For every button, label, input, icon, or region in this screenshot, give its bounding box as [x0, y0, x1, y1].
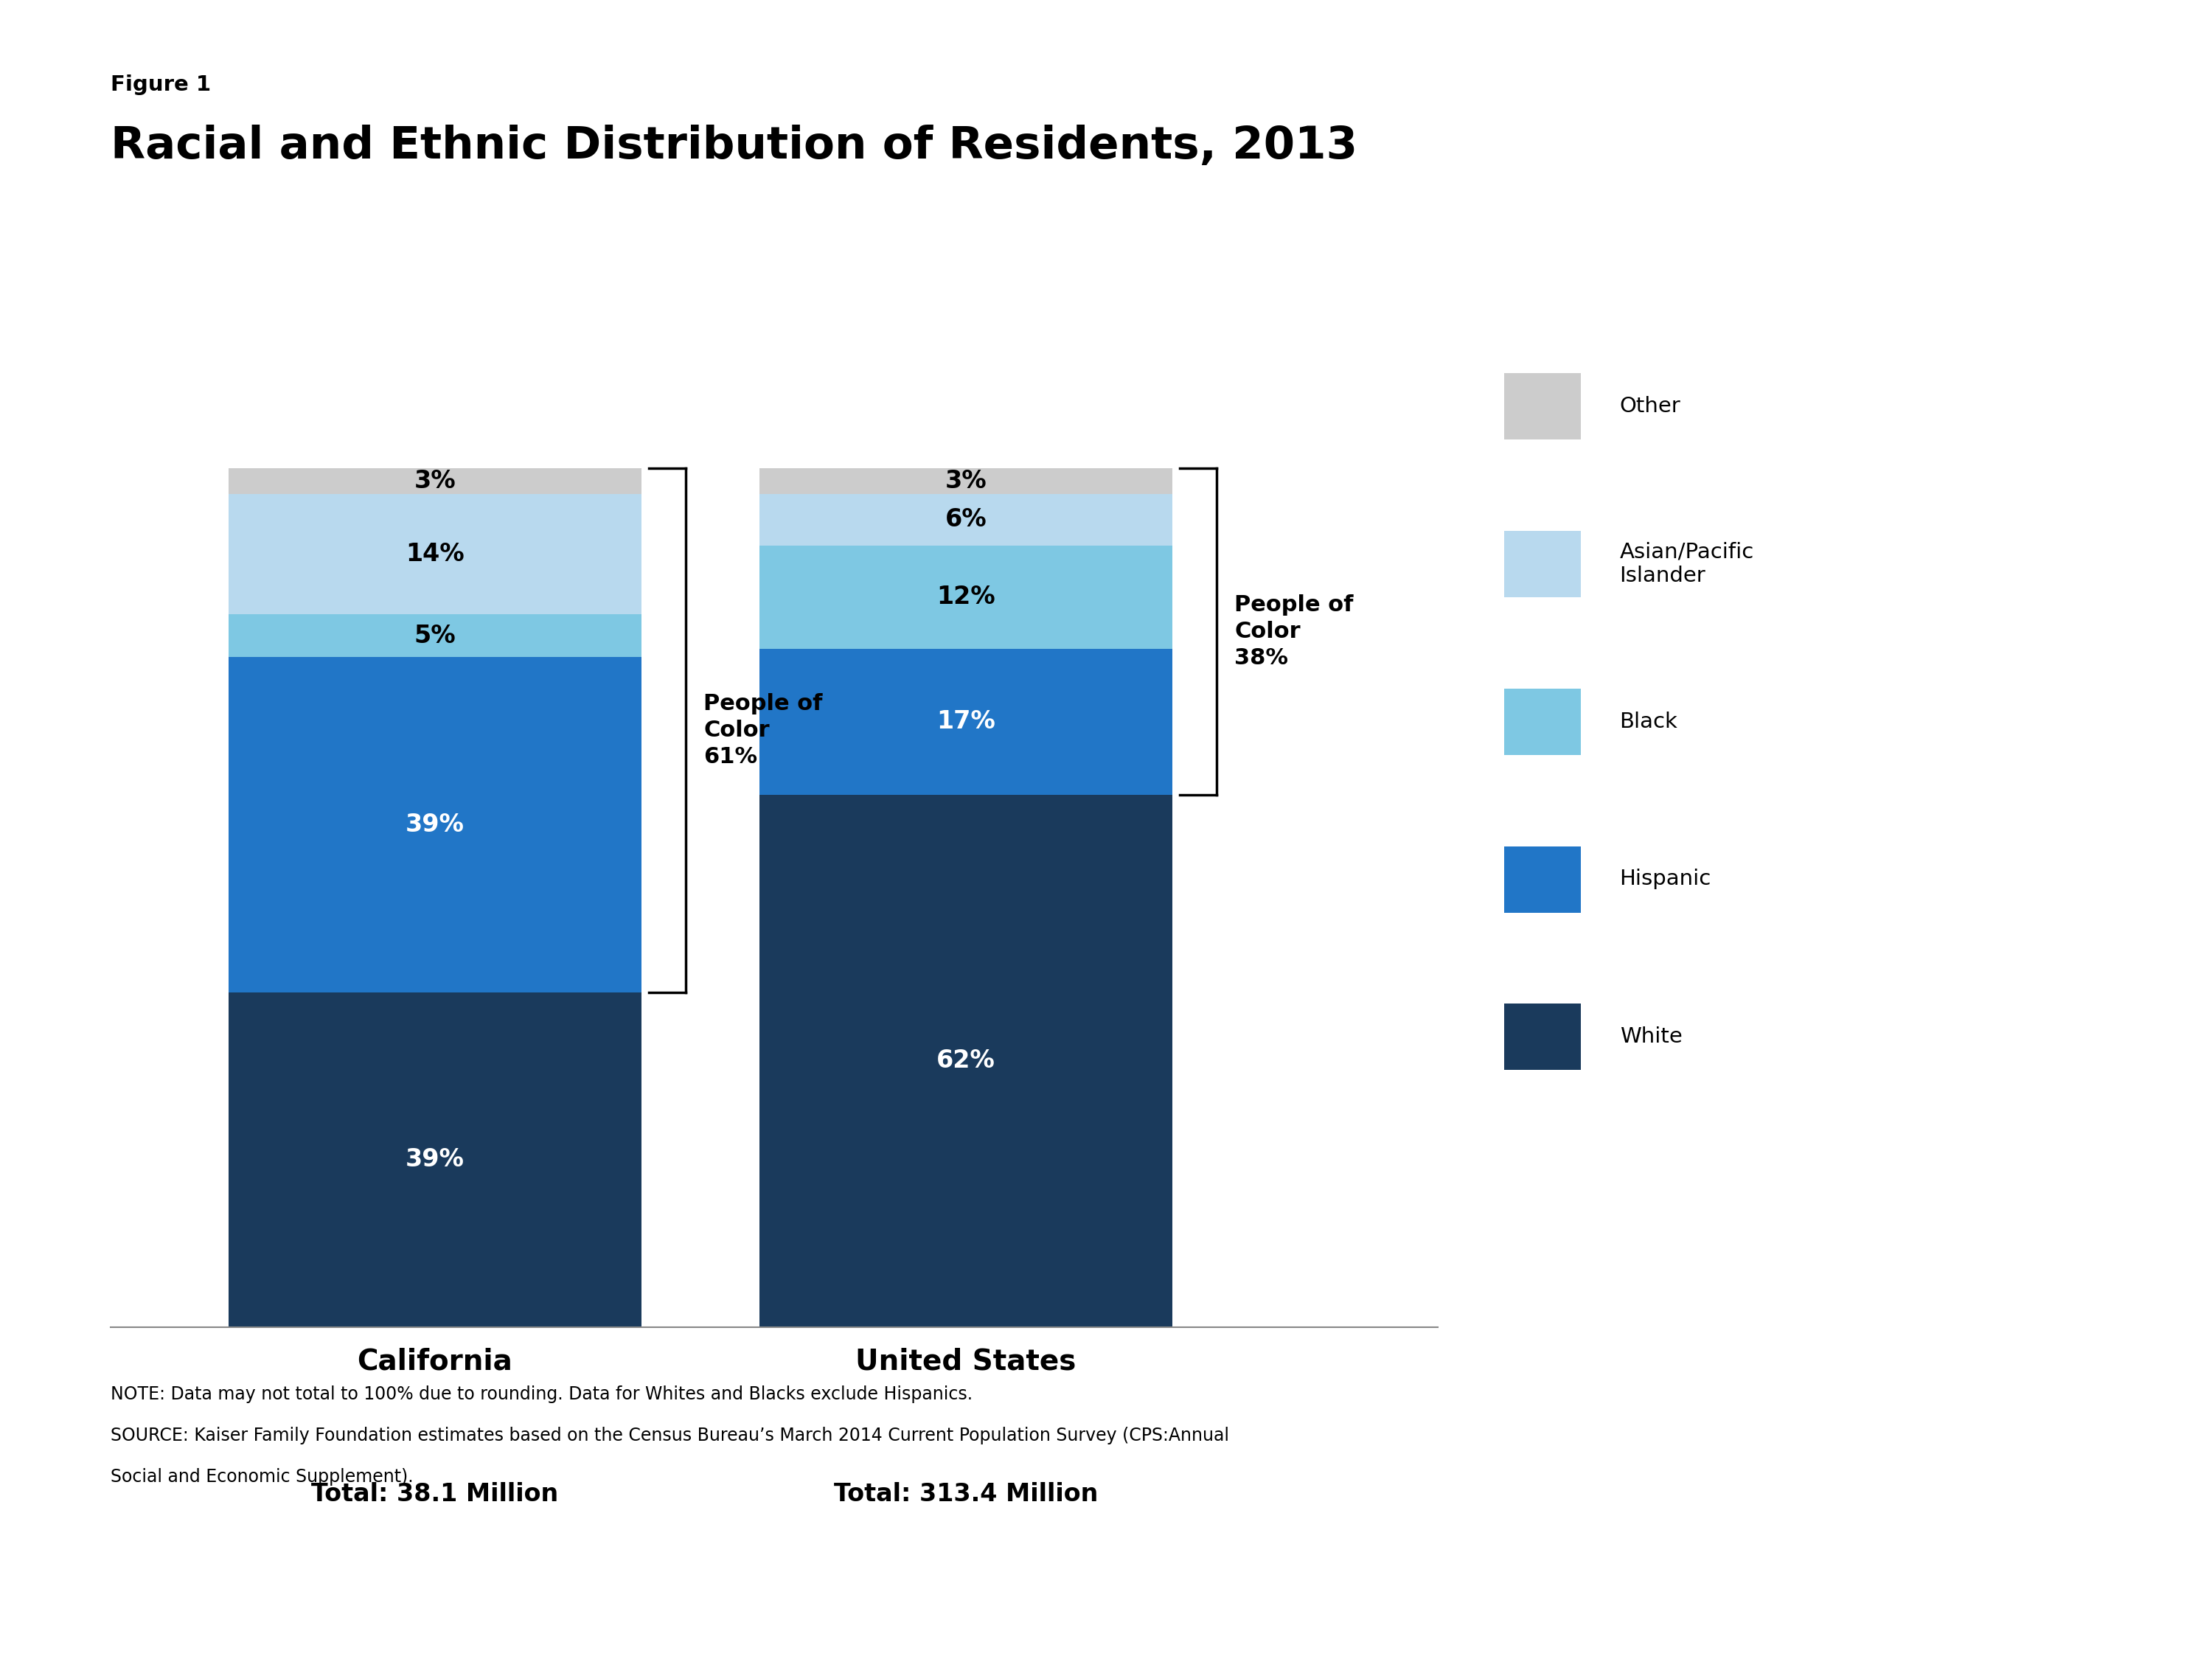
Bar: [1504, 688, 1582, 755]
Text: 39%: 39%: [405, 813, 465, 836]
Bar: [759, 468, 1172, 494]
Text: NOTE: Data may not total to 100% due to rounding. Data for Whites and Blacks exc: NOTE: Data may not total to 100% due to …: [111, 1385, 973, 1404]
Text: 6%: 6%: [945, 508, 987, 533]
Text: Total: 38.1 Million: Total: 38.1 Million: [312, 1481, 560, 1506]
Text: 39%: 39%: [405, 1148, 465, 1171]
Text: 3%: 3%: [945, 469, 987, 493]
Bar: [228, 468, 641, 494]
Bar: [759, 546, 1172, 649]
Bar: [1504, 373, 1582, 440]
Text: SOURCE: Kaiser Family Foundation estimates based on the Census Bureau’s March 20: SOURCE: Kaiser Family Foundation estimat…: [111, 1427, 1230, 1445]
Text: Total: 313.4 Million: Total: 313.4 Million: [834, 1481, 1097, 1506]
Text: THE HENRY J.: THE HENRY J.: [1971, 1490, 2044, 1500]
Text: 3%: 3%: [414, 469, 456, 493]
Bar: [1504, 1004, 1582, 1070]
Text: KAISER: KAISER: [1978, 1525, 2037, 1538]
Text: FAMILY: FAMILY: [1980, 1558, 2035, 1573]
Text: People of
Color
61%: People of Color 61%: [703, 693, 823, 766]
Text: People of
Color
38%: People of Color 38%: [1234, 594, 1354, 669]
Text: White: White: [1619, 1027, 1681, 1047]
Bar: [1504, 531, 1582, 597]
Text: 12%: 12%: [936, 584, 995, 609]
Bar: [1504, 846, 1582, 912]
Text: Asian/Pacific
Islander: Asian/Pacific Islander: [1619, 542, 1754, 586]
Text: Hispanic: Hispanic: [1619, 869, 1712, 889]
Text: Other: Other: [1619, 397, 1681, 416]
Text: 62%: 62%: [936, 1048, 995, 1073]
Bar: [759, 649, 1172, 795]
Text: 5%: 5%: [414, 624, 456, 647]
Text: Black: Black: [1619, 712, 1677, 732]
Text: 14%: 14%: [405, 542, 465, 566]
Bar: [228, 657, 641, 992]
Bar: [228, 992, 641, 1327]
Text: Figure 1: Figure 1: [111, 75, 210, 95]
Text: FOUNDATION: FOUNDATION: [1969, 1593, 2046, 1604]
Bar: [228, 614, 641, 657]
Bar: [759, 795, 1172, 1327]
Text: Racial and Ethnic Distribution of Residents, 2013: Racial and Ethnic Distribution of Reside…: [111, 124, 1358, 168]
Bar: [228, 494, 641, 614]
Text: Social and Economic Supplement).: Social and Economic Supplement).: [111, 1468, 414, 1486]
Text: 17%: 17%: [936, 710, 995, 733]
Bar: [759, 494, 1172, 546]
